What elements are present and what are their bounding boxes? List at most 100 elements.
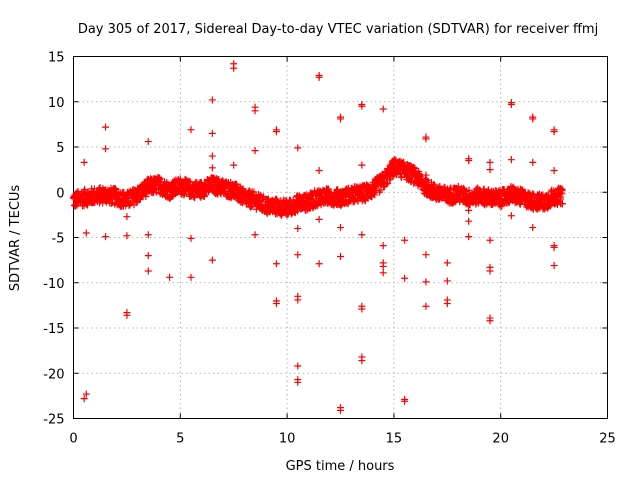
data-point	[208, 129, 216, 137]
data-point	[422, 171, 430, 179]
data-point	[422, 278, 430, 286]
data-point	[337, 115, 344, 123]
data-point	[382, 180, 390, 188]
data-point	[557, 193, 565, 201]
data-point	[486, 267, 494, 275]
data-point	[180, 191, 188, 199]
data-point	[187, 234, 195, 242]
data-point	[294, 144, 302, 152]
data-point	[315, 167, 323, 175]
data-point	[443, 259, 451, 267]
data-point	[160, 187, 168, 195]
data-point	[550, 128, 558, 136]
data-point	[80, 158, 88, 166]
data-point	[208, 256, 216, 264]
data-point	[358, 231, 366, 239]
data-point	[254, 197, 262, 205]
data-point	[187, 273, 195, 281]
data-point	[102, 233, 110, 241]
data-point	[315, 215, 323, 223]
data-point	[550, 262, 558, 270]
data-point	[187, 126, 195, 134]
data-point	[423, 177, 431, 185]
data-point	[358, 102, 366, 110]
y-tick-label: -25	[43, 413, 64, 428]
chart-title: Day 305 of 2017, Sidereal Day-to-day VTE…	[78, 22, 598, 37]
data-point	[358, 357, 366, 365]
data-point	[433, 188, 441, 196]
data-point	[486, 236, 494, 244]
data-point	[486, 317, 494, 325]
data-point	[337, 202, 345, 210]
data-point	[230, 64, 238, 72]
data-point	[283, 211, 291, 219]
x-tick-label: 15	[386, 432, 403, 447]
data-point	[465, 186, 473, 194]
y-tick-label: 0	[56, 186, 64, 201]
data-point	[465, 157, 473, 165]
data-point	[337, 224, 344, 232]
data-point	[151, 184, 159, 192]
y-tick-label: 5	[56, 141, 64, 156]
x-tick-label: 25	[599, 432, 616, 447]
x-tick-label: 5	[176, 432, 184, 447]
x-axis-label: GPS time / hours	[286, 459, 395, 474]
data-point	[332, 186, 340, 194]
data-point	[102, 145, 110, 153]
data-point	[156, 175, 164, 183]
data-point	[550, 167, 558, 175]
axis-ticks: 0 5 10 15 20 25 -25 -20 -15 -10 -5 0 5 10 15	[43, 51, 616, 447]
data-point	[478, 194, 486, 202]
data-point	[371, 191, 379, 199]
data-point	[422, 135, 430, 143]
data-point	[529, 115, 537, 123]
data-point	[123, 311, 131, 319]
data-point	[465, 233, 473, 241]
data-point	[325, 185, 333, 193]
data-point	[546, 201, 554, 209]
data-point	[82, 390, 90, 398]
data-point	[400, 158, 408, 166]
data-point	[166, 273, 174, 281]
data-point	[82, 229, 90, 237]
data-point	[465, 217, 473, 225]
data-point	[529, 224, 537, 232]
data-point	[379, 242, 387, 250]
data-point	[486, 166, 494, 174]
data-point	[498, 202, 506, 210]
data-point	[272, 128, 280, 136]
y-tick-label: 15	[48, 51, 65, 66]
data-point	[208, 96, 216, 104]
data-point	[144, 252, 152, 260]
data-point	[401, 397, 409, 405]
data-point	[294, 251, 302, 259]
data-point	[123, 232, 131, 240]
data-points	[69, 60, 566, 414]
data-point	[191, 194, 199, 202]
data-point	[294, 378, 302, 386]
x-tick-label: 0	[69, 432, 77, 447]
data-point	[558, 200, 566, 208]
data-point	[507, 212, 515, 220]
data-point	[144, 231, 152, 239]
data-point	[272, 300, 280, 308]
plot-frame	[73, 56, 608, 419]
data-point	[379, 262, 387, 270]
data-point	[460, 184, 468, 192]
data-point	[401, 236, 409, 244]
data-point	[102, 123, 110, 131]
data-point	[379, 105, 387, 113]
data-point	[401, 274, 409, 282]
data-point	[507, 156, 515, 164]
data-point	[294, 362, 302, 370]
y-tick-label: -15	[43, 322, 64, 337]
data-point	[315, 73, 323, 81]
data-point	[358, 161, 366, 169]
data-point	[194, 188, 202, 196]
x-tick-label: 10	[279, 432, 296, 447]
data-point	[294, 224, 302, 232]
data-point	[185, 177, 193, 185]
data-point	[558, 185, 566, 193]
data-point	[247, 203, 255, 211]
data-point	[294, 296, 302, 304]
